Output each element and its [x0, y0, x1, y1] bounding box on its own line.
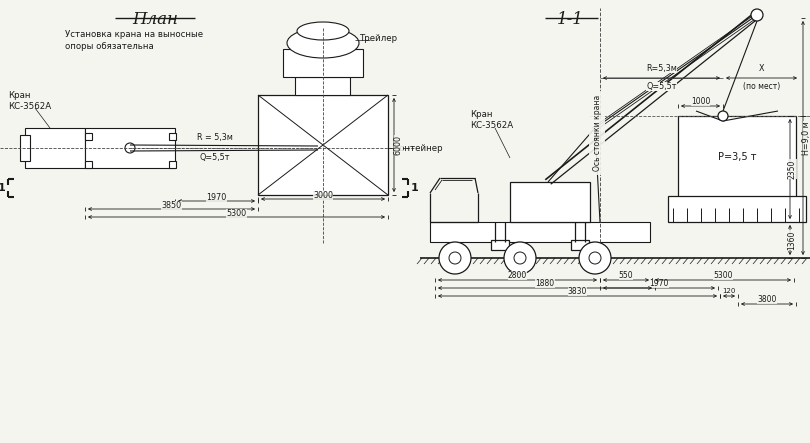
Bar [20, 135, 30, 161]
Text: План: План [132, 11, 178, 28]
Text: 6000: 6000 [394, 135, 403, 155]
Circle shape [514, 252, 526, 264]
Text: Ось стоянки крана: Ось стоянки крана [592, 95, 602, 171]
Text: 550: 550 [619, 271, 633, 280]
Bar [430, 222, 650, 242]
Text: Р=3,5 т: Р=3,5 т [718, 152, 757, 162]
Bar [283, 49, 363, 77]
Bar [84, 160, 92, 167]
Text: R=5,3м: R=5,3м [646, 64, 677, 73]
Circle shape [579, 242, 611, 274]
Text: 1000: 1000 [691, 97, 710, 105]
Text: 3830: 3830 [568, 287, 587, 295]
Text: Контейнер: Контейнер [393, 144, 442, 152]
Text: (по мест): (по мест) [744, 82, 781, 91]
Circle shape [751, 9, 763, 21]
Text: 1: 1 [411, 183, 419, 193]
Text: Кран
КС-3562А: Кран КС-3562А [8, 91, 51, 111]
Ellipse shape [297, 22, 349, 40]
Text: 120: 120 [723, 288, 735, 294]
Bar [668, 196, 806, 222]
Text: 1: 1 [0, 183, 5, 193]
Circle shape [589, 252, 601, 264]
Circle shape [449, 252, 461, 264]
Bar [571, 240, 589, 250]
Bar [168, 160, 176, 167]
Bar [491, 240, 509, 250]
Text: Установка крана на выносные
опоры обязательна: Установка крана на выносные опоры обязат… [65, 30, 203, 51]
Bar [510, 182, 590, 222]
Bar [25, 128, 85, 168]
Text: 1-1: 1-1 [556, 11, 583, 28]
Text: 5300: 5300 [227, 209, 246, 218]
Bar [85, 128, 175, 168]
Text: 5300: 5300 [714, 271, 733, 280]
Text: 3800: 3800 [757, 295, 777, 303]
Text: R = 5,3м: R = 5,3м [197, 133, 233, 142]
Bar [84, 132, 92, 140]
Bar [678, 116, 796, 198]
Text: 1970: 1970 [207, 193, 227, 202]
Text: Х: Х [759, 64, 765, 73]
Bar [258, 95, 388, 195]
Text: 3000: 3000 [313, 190, 333, 199]
Circle shape [504, 242, 536, 274]
Text: Трейлер: Трейлер [360, 34, 399, 43]
Text: 2800: 2800 [508, 271, 527, 280]
Text: 1970: 1970 [650, 279, 669, 288]
Bar [295, 77, 350, 95]
Text: Q=5,5т: Q=5,5т [200, 153, 230, 162]
Text: 1880: 1880 [535, 279, 555, 288]
Text: Кран
КС-3562А: Кран КС-3562А [470, 110, 513, 130]
Text: 1360: 1360 [787, 230, 796, 250]
Circle shape [718, 111, 728, 121]
Text: 3850: 3850 [161, 201, 181, 210]
Ellipse shape [287, 28, 359, 58]
Circle shape [125, 143, 135, 153]
Text: 2350: 2350 [787, 159, 796, 179]
Circle shape [439, 242, 471, 274]
Text: Q=5,5т: Q=5,5т [646, 82, 676, 91]
Bar [168, 132, 176, 140]
Text: Н=9,0 м: Н=9,0 м [803, 121, 810, 155]
